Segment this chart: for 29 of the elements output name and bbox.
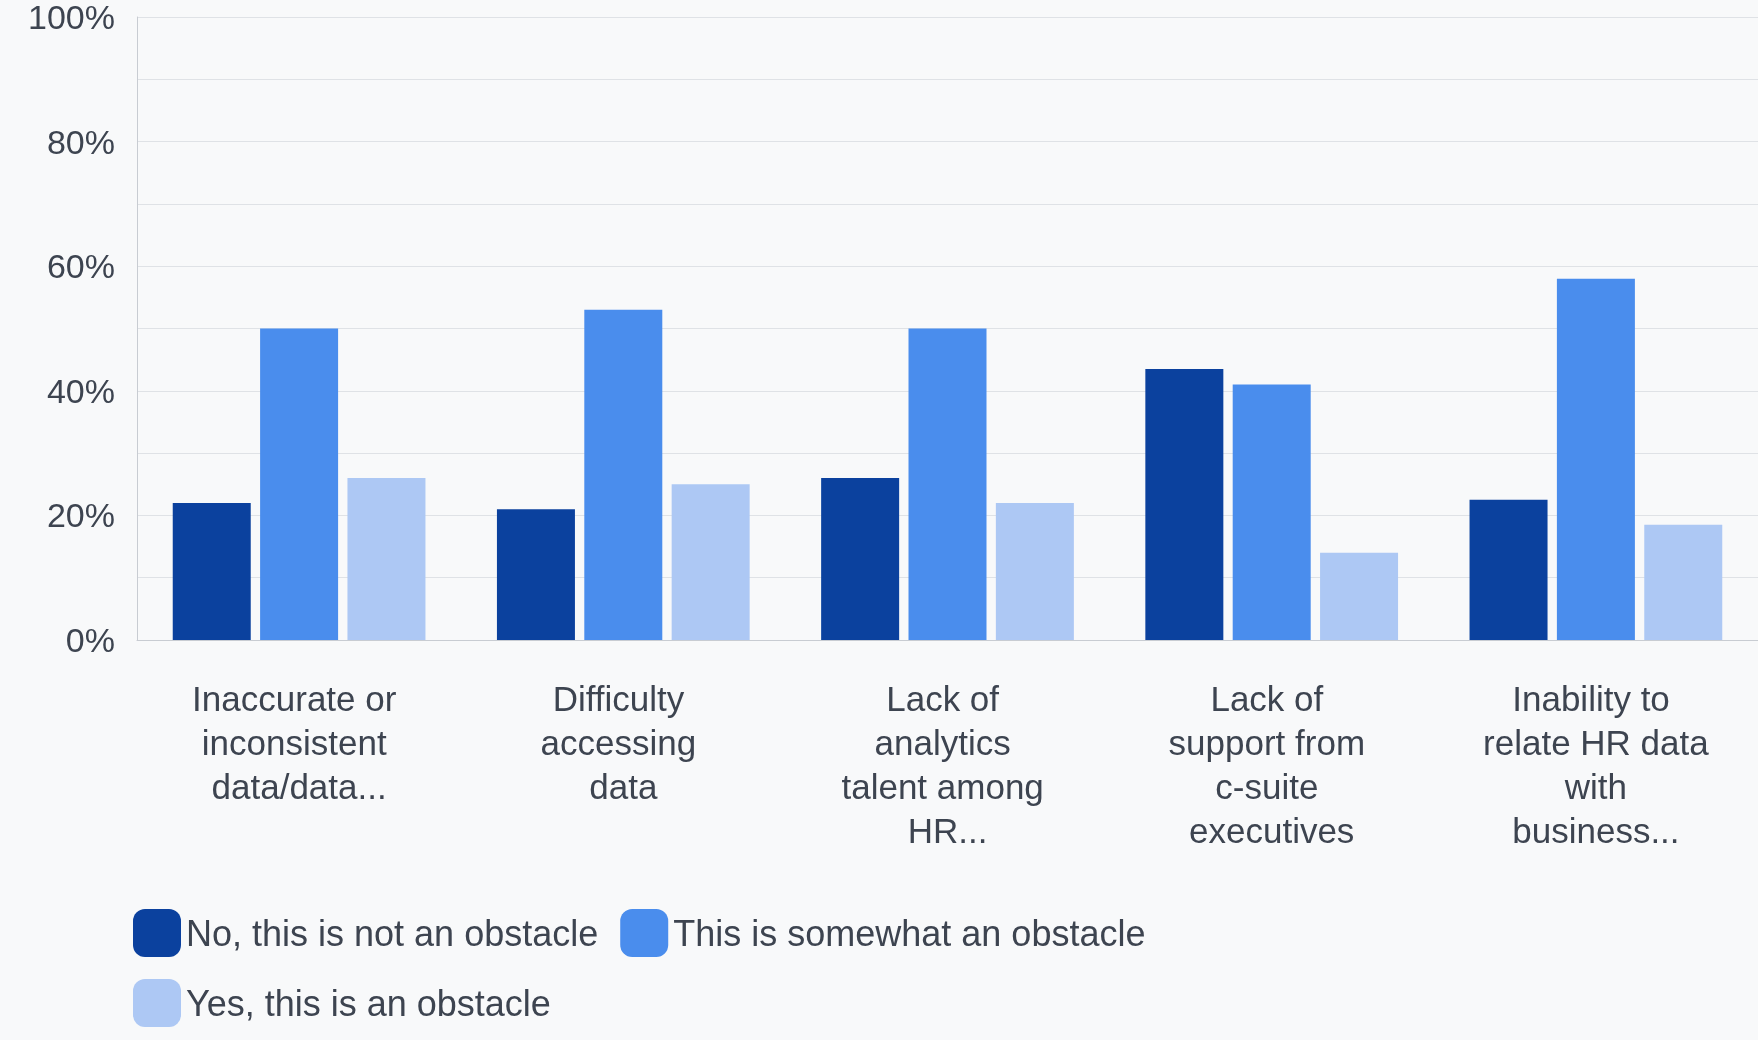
bar <box>1644 524 1723 640</box>
legend-label: No, this is not an obstacle <box>186 912 599 954</box>
bar <box>671 484 750 640</box>
bar <box>821 478 900 640</box>
bar <box>172 502 251 640</box>
bar <box>1232 384 1311 640</box>
y-tick-label: 40% <box>46 371 115 410</box>
y-tick-label: 100% <box>28 0 115 36</box>
bar <box>584 309 663 640</box>
y-tick-label: 20% <box>46 496 115 535</box>
legend-label: This is somewhat an obstacle <box>673 912 1146 954</box>
bar <box>496 509 575 640</box>
bar <box>260 328 339 640</box>
x-tick-label: Inaccurate or inconsistent data/data... <box>192 678 407 806</box>
bar <box>1145 369 1224 640</box>
y-tick-label: 80% <box>46 122 115 161</box>
x-tick-label: Lack of support from c-suite executives <box>1168 678 1375 850</box>
bar <box>908 328 987 640</box>
x-tick-label: Lack of analytics talent among HR... <box>841 678 1054 850</box>
y-tick-label: 0% <box>65 621 115 659</box>
bar <box>1469 499 1548 640</box>
legend-label: Yes, this is an obstacle <box>186 982 551 1024</box>
y-tick-label: 60% <box>46 247 115 286</box>
x-tick-label: Difficulty accessing data <box>540 678 706 806</box>
bar <box>1556 278 1635 640</box>
bar <box>995 502 1074 640</box>
bar <box>347 478 426 640</box>
bar <box>1320 552 1399 640</box>
x-tick-label: Inability to relate HR data with business... <box>1483 678 1710 850</box>
